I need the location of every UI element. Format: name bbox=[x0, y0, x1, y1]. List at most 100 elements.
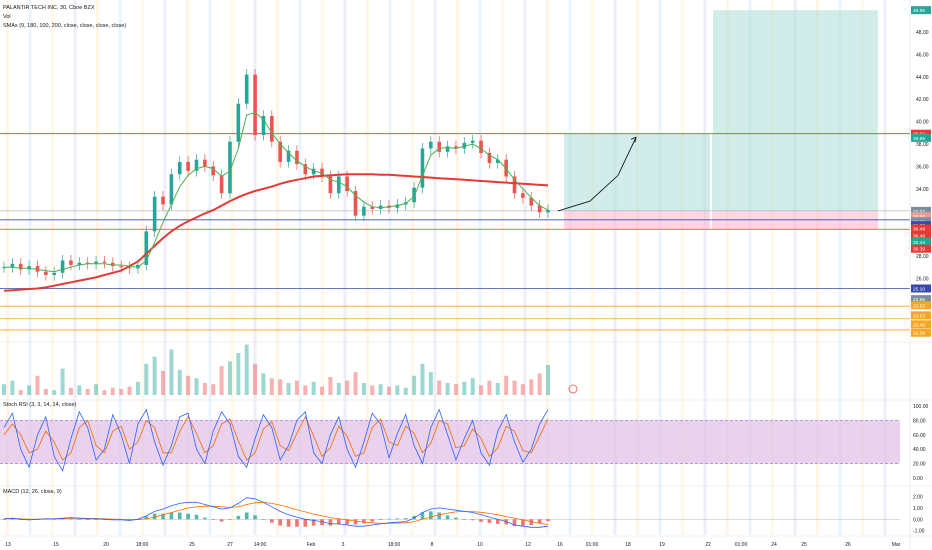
macd-histogram-bar bbox=[219, 519, 224, 522]
candle-body bbox=[395, 204, 400, 208]
price-badge bbox=[911, 238, 931, 246]
volume-bar bbox=[60, 368, 65, 395]
volume-bar bbox=[10, 380, 15, 395]
volume-bar bbox=[77, 385, 82, 395]
macd-histogram-bar bbox=[445, 515, 450, 520]
volume-bar bbox=[27, 385, 32, 395]
volume-bar bbox=[420, 363, 425, 395]
volume-bar bbox=[169, 349, 174, 395]
volume-bar bbox=[453, 384, 458, 395]
price-tick-label: 44.00 bbox=[916, 75, 929, 81]
volume-bar bbox=[219, 366, 224, 395]
volume-bar bbox=[445, 383, 450, 395]
price-badge-label: 23.96 bbox=[913, 297, 925, 303]
macd-histogram-bar bbox=[336, 519, 341, 525]
macd-histogram-bar bbox=[529, 519, 534, 526]
macd-histogram-bar bbox=[270, 519, 274, 523]
extended-target-zone bbox=[713, 10, 878, 134]
candle-body bbox=[102, 261, 107, 263]
candle-body bbox=[219, 175, 224, 194]
session-band bbox=[546, 0, 549, 535]
volume-bar bbox=[412, 375, 417, 395]
price-badge-label: 30.44 bbox=[913, 240, 925, 246]
time-axis-label: 13 bbox=[5, 542, 11, 548]
candle-body bbox=[521, 193, 525, 198]
macd-histogram-bar bbox=[512, 519, 517, 527]
volume-bar bbox=[370, 385, 375, 395]
macd-histogram-bar bbox=[211, 519, 216, 520]
session-band bbox=[433, 0, 437, 535]
time-axis-label: 25 bbox=[801, 542, 807, 548]
volume-bar bbox=[236, 353, 241, 395]
volume-bar bbox=[2, 384, 6, 395]
candle-body bbox=[470, 140, 475, 143]
stoch-tick-label: 20.00 bbox=[913, 462, 926, 468]
macd-histogram-bar bbox=[403, 518, 408, 520]
session-band bbox=[816, 0, 819, 535]
session-band bbox=[591, 0, 594, 535]
volume-bar bbox=[211, 384, 216, 395]
volume-bar bbox=[495, 383, 500, 395]
candle-body bbox=[311, 168, 316, 175]
macd-histogram-bar bbox=[320, 519, 324, 526]
session-band bbox=[118, 0, 122, 535]
session-band bbox=[861, 0, 864, 535]
macd-histogram-bar bbox=[420, 512, 425, 520]
time-axis-label: 22 bbox=[705, 542, 711, 548]
volume-bar bbox=[328, 377, 333, 395]
stoch-rsi-legend: Stoch RSI (3, 3, 14, 14, close) bbox=[3, 402, 77, 408]
candle-body bbox=[152, 196, 157, 232]
time-axis-label: 8 bbox=[431, 542, 434, 548]
volume-bar bbox=[35, 375, 40, 395]
macd-histogram-bar bbox=[454, 517, 458, 520]
macd-histogram-bar bbox=[537, 519, 542, 524]
session-band bbox=[96, 0, 99, 535]
candle-body bbox=[94, 261, 98, 264]
time-axis-label: 20 bbox=[103, 542, 109, 548]
price-badge bbox=[911, 244, 931, 253]
candle-body bbox=[228, 141, 232, 194]
candle-body bbox=[370, 206, 375, 209]
price-badge-label: 32.03 bbox=[913, 209, 925, 215]
session-band bbox=[793, 0, 797, 535]
time-axis-label: 24 bbox=[771, 542, 777, 548]
macd-histogram-bar bbox=[186, 513, 190, 520]
volume-bar bbox=[303, 385, 308, 395]
time-axis-label: 01:00 bbox=[735, 542, 748, 548]
volume-bar bbox=[386, 386, 391, 395]
macd-histogram-bar bbox=[495, 519, 500, 524]
volume-bar bbox=[186, 375, 191, 395]
volume-bar bbox=[286, 383, 291, 395]
volume-bar bbox=[462, 381, 467, 395]
macd-histogram-bar bbox=[152, 513, 157, 520]
price-badge bbox=[911, 6, 931, 15]
price-tick-label: 40.00 bbox=[916, 120, 929, 126]
volume-bar bbox=[152, 356, 157, 395]
price-badge-label: 30.39 bbox=[913, 247, 925, 253]
macd-histogram-bar bbox=[378, 519, 383, 520]
stoch-tick-label: 80.00 bbox=[913, 418, 926, 424]
macd-histogram-bar bbox=[94, 519, 98, 520]
stoch-tick-label: 60.00 bbox=[913, 433, 926, 439]
macd-histogram-bar bbox=[303, 519, 308, 527]
price-badge bbox=[911, 328, 931, 337]
macd-histogram-bar bbox=[261, 519, 266, 520]
candle-body bbox=[529, 197, 534, 206]
macd-histogram-bar bbox=[370, 519, 375, 522]
macd-histogram-bar bbox=[278, 519, 282, 526]
volume-bar bbox=[269, 378, 274, 395]
target-zone bbox=[564, 133, 878, 211]
time-axis-label: 18 bbox=[625, 542, 631, 548]
volume-bar bbox=[487, 380, 492, 395]
candle-body bbox=[194, 159, 199, 171]
price-badge bbox=[911, 212, 931, 221]
volume-bar bbox=[353, 372, 358, 395]
sma-legend: SMAs (9, 180, 100, 200, close, close, cl… bbox=[3, 23, 126, 29]
macd-histogram-bar bbox=[395, 518, 400, 520]
session-band bbox=[321, 0, 324, 535]
candle-body bbox=[362, 206, 366, 216]
projection-arrowhead bbox=[630, 136, 637, 143]
candle-body bbox=[445, 146, 450, 152]
